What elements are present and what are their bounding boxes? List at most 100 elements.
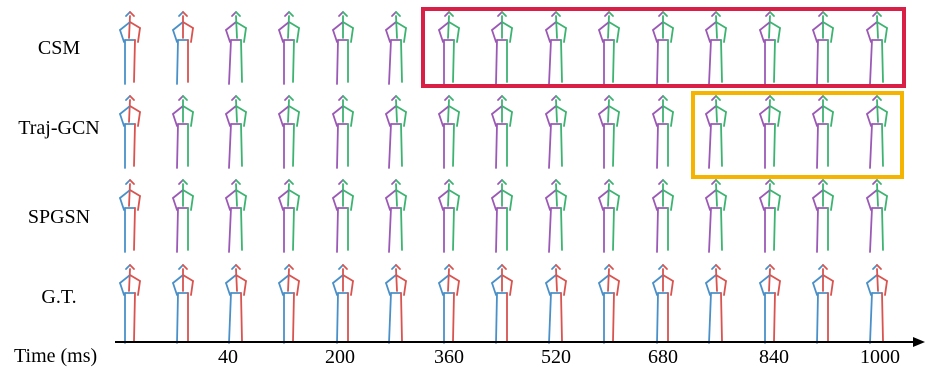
skeleton-spine [715, 15, 718, 39]
skeleton-arm-left [598, 29, 604, 43]
skeleton-leg-left [176, 123, 179, 169]
skeleton-head [551, 95, 557, 101]
skeleton-arm-left [385, 274, 397, 284]
skeleton-spine [715, 183, 718, 207]
skeleton-head [391, 179, 397, 185]
skeleton-spine [235, 268, 238, 292]
skeleton-arm-left [491, 197, 497, 211]
skeleton-arm-right [509, 280, 513, 296]
skeleton-spine [555, 268, 558, 292]
skeleton-arm-left [332, 113, 338, 127]
skeleton-arm-left [866, 105, 878, 115]
skeleton-arm-right [509, 195, 513, 211]
skeleton-spine [235, 99, 238, 123]
skeleton-arm-left [438, 29, 444, 43]
skeleton-head [288, 264, 294, 270]
skeleton-arm-left [119, 29, 125, 43]
skeleton-arm-left [278, 197, 284, 211]
skeleton-arm-left [598, 105, 610, 115]
skeleton-arm-left [491, 189, 503, 199]
skeleton-arm-left [652, 197, 658, 211]
skeleton-arm-left [705, 113, 711, 127]
skeleton-arm-right [342, 21, 354, 29]
skeleton-head [231, 179, 237, 185]
skeleton-arm-left [652, 282, 658, 296]
skeleton-spine [768, 15, 771, 39]
skeleton-head [125, 11, 131, 17]
skeleton-head [182, 179, 188, 185]
skeleton-arm-right [243, 195, 247, 211]
skeleton-head [876, 179, 882, 185]
skeleton-arm-left [598, 274, 610, 284]
row-label-traj-gcn: Traj-GCN [18, 117, 100, 139]
skeleton-arm-left [225, 105, 237, 115]
skeleton-arm-left [491, 274, 503, 284]
skeleton-arm-right [715, 274, 727, 282]
skeleton-head [555, 179, 561, 185]
skeleton-arm-right [129, 274, 141, 282]
skeleton-head [129, 264, 135, 270]
skeleton-arm-right [243, 27, 247, 43]
skeleton-arm-right [563, 280, 567, 296]
skeleton-arm-left [759, 197, 765, 211]
skeleton-arm-left [866, 21, 878, 31]
skeleton-leg-left [708, 123, 712, 169]
skeleton-leg-right [720, 39, 723, 83]
skeleton-arm-right [777, 27, 781, 43]
highlight-box-csm [421, 7, 906, 88]
skeleton-arm-left [119, 105, 131, 115]
skeleton-leg-left [388, 292, 392, 344]
skeleton-leg-left [228, 39, 232, 85]
skeleton-leg-left [388, 39, 392, 85]
skeleton-leg-right [881, 39, 884, 83]
skeleton-arm-left [812, 197, 818, 211]
skeleton-head [444, 95, 450, 101]
skeleton-arm-right [288, 105, 300, 113]
skeleton-head [448, 264, 454, 270]
skeleton-head [711, 179, 717, 185]
skeleton-head [338, 264, 344, 270]
time-tick: 200 [325, 346, 355, 368]
skeleton-arm-right [182, 274, 194, 282]
skeleton-head [822, 179, 828, 185]
skeleton-head [182, 95, 188, 101]
skeleton-head [608, 11, 614, 17]
skeleton-arm-right [608, 21, 620, 29]
skeleton-arm-left [119, 21, 131, 31]
skeleton-head [551, 179, 557, 185]
skeleton-arm-right [243, 111, 247, 127]
skeleton-arm-right [182, 189, 194, 197]
skeleton-head [872, 11, 878, 17]
skeleton-arm-left [385, 105, 397, 115]
skeleton-arm-right [448, 189, 460, 197]
skeleton-head [288, 11, 294, 17]
skeleton-arm-left [332, 197, 338, 211]
skeleton-leg-right [560, 123, 563, 167]
skeleton-head [129, 179, 135, 185]
skeleton-head [769, 264, 775, 270]
skeleton-head [342, 264, 348, 270]
skeleton-leg-right [881, 207, 884, 251]
skeleton-arm-right [182, 105, 194, 113]
skeleton-leg-right [133, 39, 136, 83]
skeleton-arm-right [403, 280, 407, 296]
skeleton-leg-right [452, 123, 455, 167]
skeleton-arm-left [866, 197, 872, 211]
skeleton-head [872, 95, 878, 101]
skeleton-arm-right [822, 274, 834, 282]
skeleton-head [391, 264, 397, 270]
skeleton-arm-right [456, 280, 460, 296]
skeleton-arm-right [616, 195, 620, 211]
skeleton-leg-left [548, 123, 552, 169]
skeleton-arm-right [555, 21, 567, 29]
skeleton-head [765, 264, 771, 270]
skeleton-spine [447, 183, 450, 207]
skeleton-arm-right [501, 189, 513, 197]
skeleton-leg-right [400, 123, 403, 167]
skeleton-arm-right [563, 111, 567, 127]
skeleton-leg-left [228, 123, 232, 169]
skeleton-arm-right [769, 105, 781, 113]
skeleton-leg-right [773, 207, 776, 251]
skeleton-head [284, 179, 290, 185]
skeleton-head [129, 95, 135, 101]
